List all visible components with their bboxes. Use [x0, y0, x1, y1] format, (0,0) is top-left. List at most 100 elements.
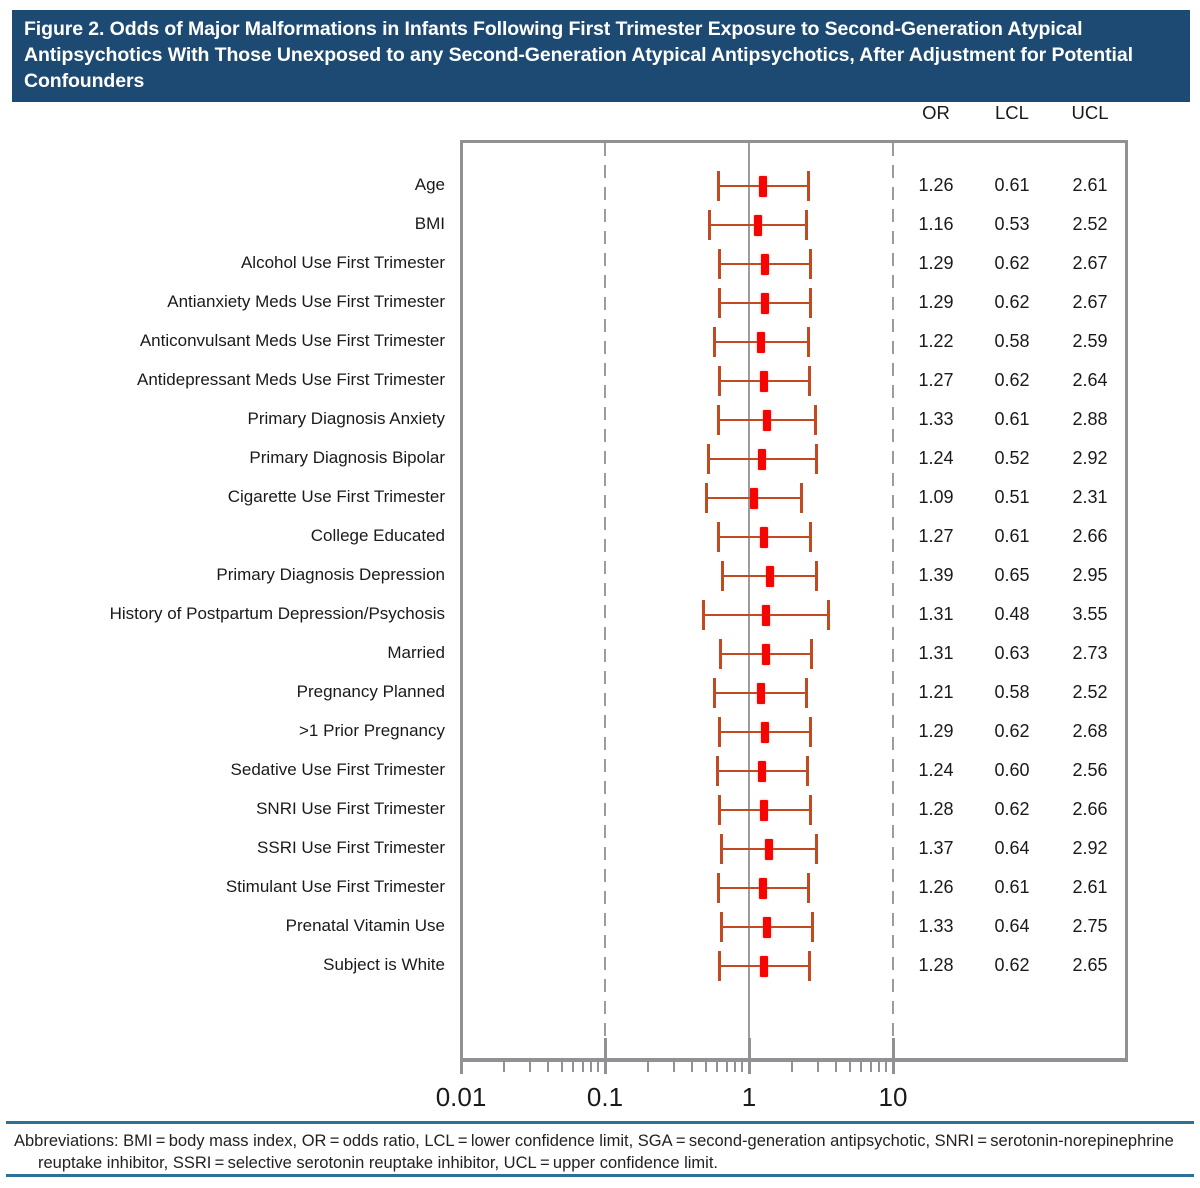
- or-marker: [762, 409, 771, 431]
- row-label: Stimulant Use First Trimester: [225, 877, 445, 896]
- ci-cap-upper: [808, 795, 812, 825]
- x-tick-minor: [869, 1062, 872, 1072]
- value-ucl: 2.75: [1072, 916, 1108, 936]
- value-lcl: 0.58: [994, 682, 1030, 702]
- value-ucl: 2.68: [1072, 721, 1108, 741]
- ci-cap-lower: [720, 561, 724, 591]
- value-or: 1.31: [918, 643, 954, 663]
- value-ucl: 2.61: [1072, 877, 1108, 897]
- row-label: SNRI Use First Trimester: [256, 799, 445, 818]
- ci-cap-lower: [701, 600, 705, 630]
- value-ucl: 2.56: [1072, 760, 1108, 780]
- or-marker: [760, 253, 769, 275]
- value-or: 1.09: [918, 487, 954, 507]
- value-or: 1.16: [918, 214, 954, 234]
- ci-cap-upper: [806, 756, 810, 786]
- value-or: 1.37: [918, 838, 954, 858]
- value-ucl: 2.73: [1072, 643, 1108, 663]
- value-lcl: 0.58: [994, 331, 1030, 351]
- ci-cap-upper: [809, 717, 813, 747]
- x-tick-minor: [572, 1062, 575, 1072]
- or-marker: [760, 799, 769, 821]
- value-ucl: 2.67: [1072, 253, 1108, 273]
- value-lcl: 0.60: [994, 760, 1030, 780]
- value-or: 1.29: [918, 721, 954, 741]
- value-ucl: 2.66: [1072, 526, 1108, 546]
- row-label: Alcohol Use First Trimester: [240, 253, 445, 272]
- value-lcl: 0.61: [994, 877, 1030, 897]
- row-label: Subject is White: [323, 955, 445, 974]
- ci-cap-lower: [716, 522, 720, 552]
- value-or: 1.33: [918, 409, 954, 429]
- footer-rule-top: [6, 1121, 1194, 1124]
- reference-line-1: [747, 143, 751, 1058]
- row-label: Antidepressant Meds Use First Trimester: [137, 370, 445, 389]
- ci-cap-upper: [808, 288, 812, 318]
- value-or: 1.33: [918, 916, 954, 936]
- value-or: 1.29: [918, 292, 954, 312]
- x-tick-minor: [791, 1062, 794, 1072]
- value-lcl: 0.62: [994, 370, 1030, 390]
- value-ucl: 2.92: [1072, 448, 1108, 468]
- value-or: 1.29: [918, 253, 954, 273]
- row-label: >1 Prior Pregnancy: [299, 721, 445, 740]
- ci-cap-upper: [813, 405, 817, 435]
- ci-cap-lower: [717, 717, 721, 747]
- ci-cap-lower: [717, 795, 721, 825]
- x-tick-major: [891, 1038, 895, 1074]
- ci-cap-upper: [807, 327, 810, 357]
- x-tick-major: [747, 1038, 751, 1074]
- x-tick-minor: [546, 1062, 549, 1072]
- ci-cap-lower: [717, 288, 721, 318]
- value-lcl: 0.53: [994, 214, 1030, 234]
- x-tick-minor: [590, 1062, 593, 1072]
- x-tick-minor: [741, 1062, 744, 1072]
- gridline-dashed-10: [891, 143, 895, 1058]
- row-label: History of Postpartum Depression/Psychos…: [109, 604, 445, 623]
- ci-cap-lower: [719, 912, 723, 942]
- value-lcl: 0.63: [994, 643, 1030, 663]
- row-label: Antianxiety Meds Use First Trimester: [167, 292, 445, 311]
- or-marker: [760, 955, 769, 977]
- value-lcl: 0.62: [994, 721, 1030, 741]
- or-marker: [759, 370, 768, 392]
- x-tick-label: 1: [741, 1082, 757, 1112]
- value-ucl: 2.52: [1072, 214, 1108, 234]
- or-marker: [757, 331, 766, 353]
- value-ucl: 2.52: [1072, 682, 1108, 702]
- row-label: Prenatal Vitamin Use: [285, 916, 445, 935]
- ci-cap-lower: [717, 951, 721, 981]
- ci-cap-lower: [705, 483, 709, 513]
- ci-cap-lower: [713, 678, 717, 708]
- value-lcl: 0.65: [994, 565, 1030, 585]
- value-ucl: 2.66: [1072, 799, 1108, 819]
- x-tick-major: [459, 1038, 463, 1074]
- or-marker: [761, 643, 770, 665]
- row-label: Sedative Use First Trimester: [230, 760, 445, 779]
- x-tick-minor: [560, 1062, 563, 1072]
- row-label: Cigarette Use First Trimester: [227, 487, 445, 506]
- x-tick-minor: [528, 1062, 531, 1072]
- ci-cap-lower: [713, 327, 717, 357]
- ci-cap-lower: [719, 834, 723, 864]
- ci-cap-upper: [808, 249, 812, 279]
- value-ucl: 2.65: [1072, 955, 1108, 975]
- or-marker: [764, 838, 773, 860]
- ci-cap-upper: [810, 912, 814, 942]
- or-marker: [761, 604, 770, 626]
- x-tick-minor: [816, 1062, 819, 1072]
- value-lcl: 0.48: [994, 604, 1030, 624]
- x-tick-minor: [716, 1062, 719, 1072]
- value-lcl: 0.52: [994, 448, 1030, 468]
- ci-cap-upper: [810, 639, 814, 669]
- ci-cap-upper: [807, 873, 811, 903]
- value-or: 1.39: [918, 565, 954, 585]
- or-marker: [759, 877, 768, 899]
- value-ucl: 2.88: [1072, 409, 1108, 429]
- value-lcl: 0.64: [994, 916, 1030, 936]
- or-marker: [760, 292, 769, 314]
- or-marker: [758, 760, 767, 782]
- x-tick-minor: [860, 1062, 863, 1072]
- row-label: Anticonvulsant Meds Use First Trimester: [139, 331, 445, 350]
